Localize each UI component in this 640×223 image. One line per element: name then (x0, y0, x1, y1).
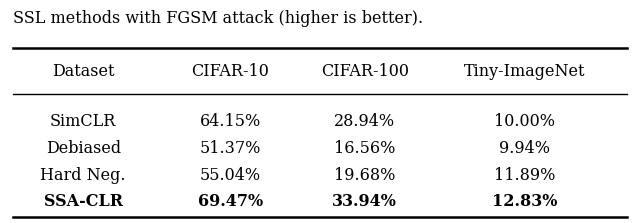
Text: 55.04%: 55.04% (200, 167, 261, 184)
Text: 64.15%: 64.15% (200, 113, 261, 130)
Text: 33.94%: 33.94% (332, 193, 397, 210)
Text: 10.00%: 10.00% (494, 113, 556, 130)
Text: 19.68%: 19.68% (334, 167, 396, 184)
Text: Tiny-ImageNet: Tiny-ImageNet (464, 63, 586, 80)
Text: SimCLR: SimCLR (50, 113, 116, 130)
Text: 11.89%: 11.89% (494, 167, 556, 184)
Text: 16.56%: 16.56% (334, 140, 396, 157)
Text: Debiased: Debiased (45, 140, 121, 157)
Text: SSA-CLR: SSA-CLR (44, 193, 123, 210)
Text: SSL methods with FGSM attack (higher is better).: SSL methods with FGSM attack (higher is … (13, 10, 423, 27)
Text: Hard Neg.: Hard Neg. (40, 167, 126, 184)
Text: 9.94%: 9.94% (499, 140, 550, 157)
Text: 12.83%: 12.83% (492, 193, 557, 210)
Text: Dataset: Dataset (52, 63, 115, 80)
Text: 28.94%: 28.94% (334, 113, 396, 130)
Text: 69.47%: 69.47% (198, 193, 263, 210)
Text: 51.37%: 51.37% (200, 140, 261, 157)
Text: CIFAR-100: CIFAR-100 (321, 63, 409, 80)
Text: CIFAR-10: CIFAR-10 (191, 63, 269, 80)
